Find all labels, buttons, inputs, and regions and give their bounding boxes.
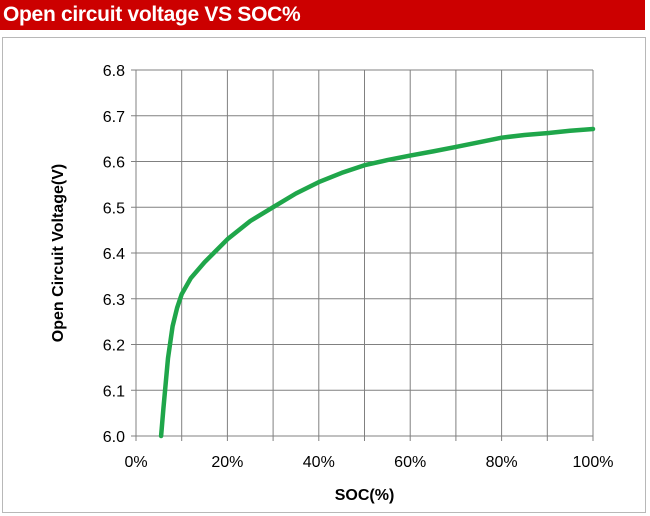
y-tick-label: 6.3: [103, 292, 125, 309]
ocv-series-line: [158, 126, 596, 439]
chart-frame: 6.0 6.1 6.2 6.3 6.4 6.5 6.6 6.7 6.8 0% 20% 40% 60% 80…: [2, 37, 646, 513]
x-tick-label: 80%: [486, 454, 518, 471]
x-axis-title: SOC(%): [335, 487, 395, 504]
y-tick-label: 6.6: [103, 155, 125, 172]
x-tick-label: 0%: [124, 454, 147, 471]
y-tick-label: 6.8: [103, 63, 125, 80]
tick-layer: 6.0 6.1 6.2 6.3 6.4 6.5 6.6 6.7 6.8 0% 20% 40% 60% 80…: [103, 63, 614, 471]
chart-title: Open circuit voltage VS SOC%: [3, 3, 301, 26]
x-tick-label: 60%: [394, 454, 426, 471]
ocv-soc-chart: 6.0 6.1 6.2 6.3 6.4 6.5 6.6 6.7 6.8 0% 20% 40% 60% 80…: [50, 63, 614, 504]
x-tick-label: 40%: [303, 454, 335, 471]
y-tick-label: 6.0: [103, 429, 125, 446]
x-tick-label: 100%: [573, 454, 614, 471]
series-layer: [158, 126, 596, 439]
grid-layer: [131, 69, 594, 441]
y-tick-label: 6.7: [103, 109, 125, 126]
y-tick-label: 6.1: [103, 383, 125, 400]
y-tick-label: 6.4: [103, 246, 125, 263]
y-axis-title: Open Circuit Voltage(V): [50, 164, 67, 342]
y-tick-label: 6.5: [103, 200, 125, 217]
y-tick-label: 6.2: [103, 338, 125, 355]
chart-title-banner: Open circuit voltage VS SOC%: [0, 0, 645, 30]
x-tick-label: 20%: [211, 454, 243, 471]
